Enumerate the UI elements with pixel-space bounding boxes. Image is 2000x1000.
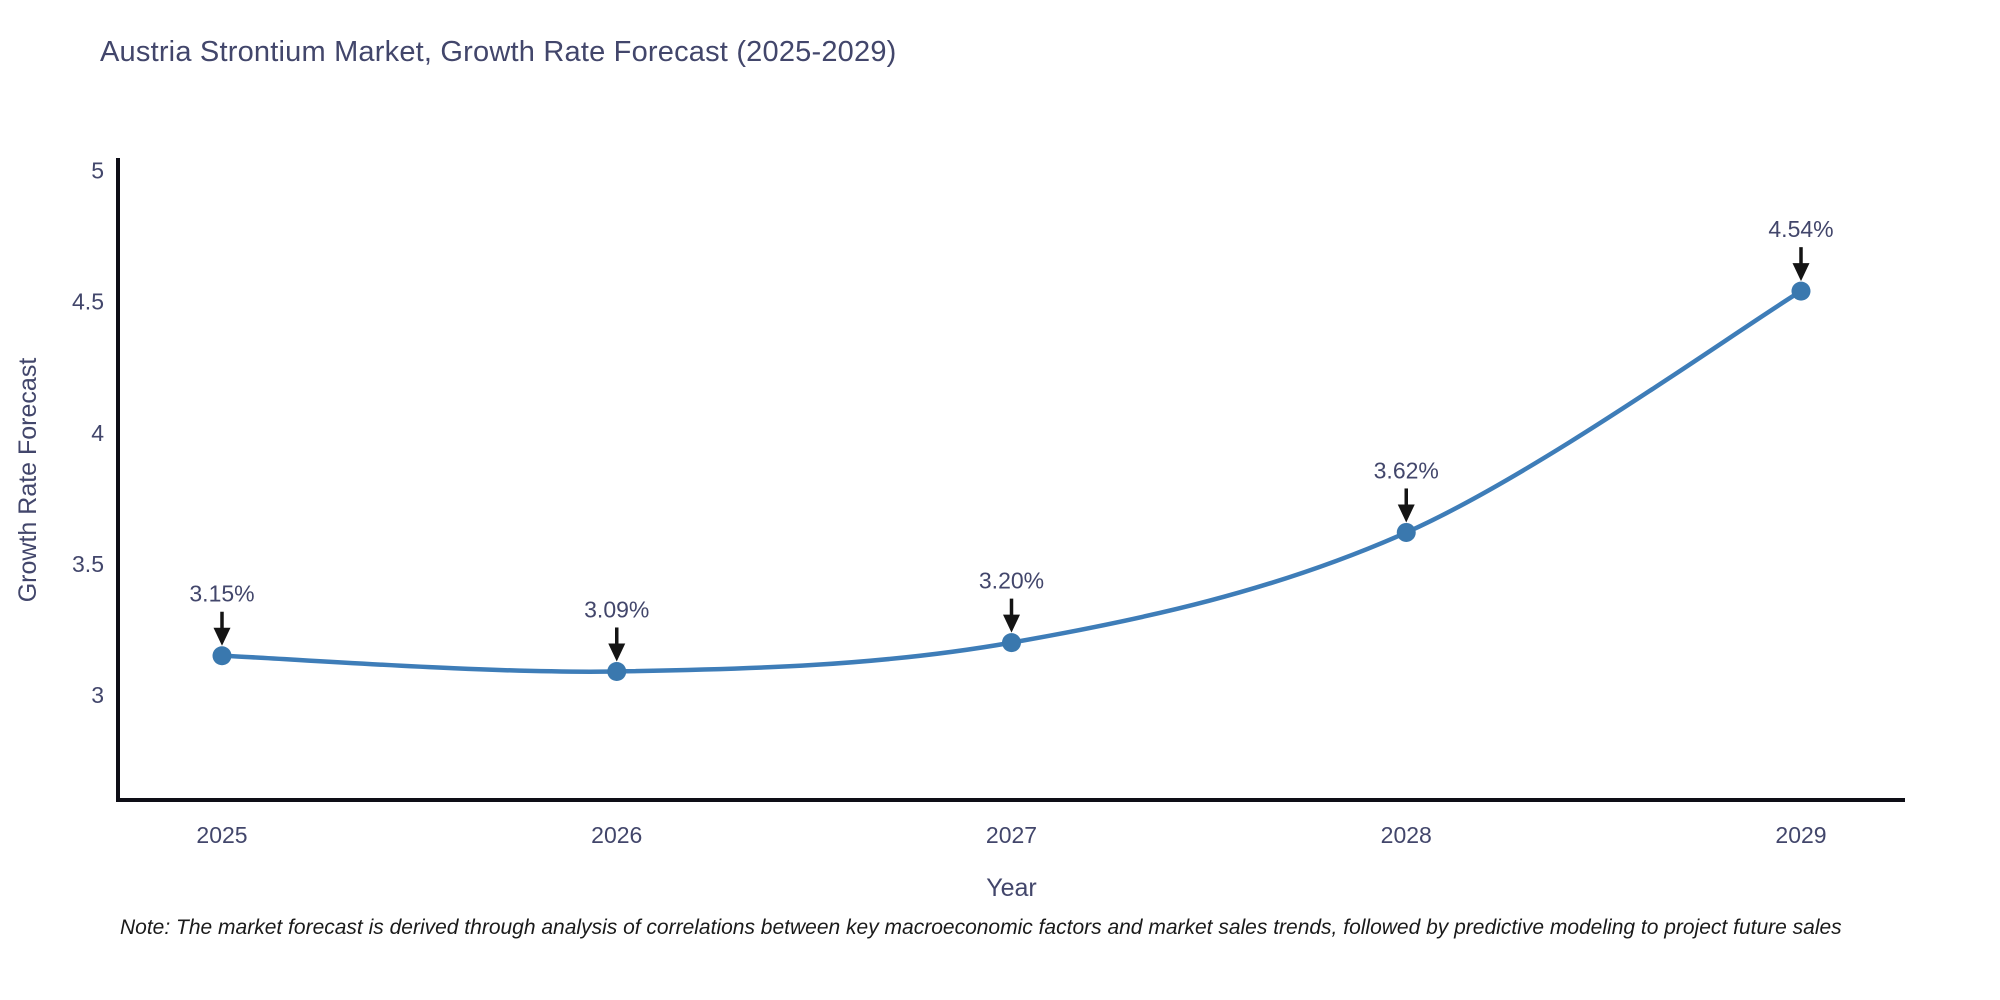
x-tick-label: 2027 [986,822,1037,848]
data-point-label: 3.15% [189,581,254,607]
forecast-line [219,288,1804,674]
y-tick-label: 4 [91,420,104,446]
data-point-marker[interactable] [607,661,627,681]
y-axis-title: Growth Rate Forecast [14,358,42,603]
chart-title: Austria Strontium Market, Growth Rate Fo… [100,36,897,68]
annotation-arrowhead-icon [1397,504,1415,523]
data-point-label: 3.20% [979,568,1044,594]
data-point-label: 3.62% [1374,457,1439,483]
data-point-label: 4.54% [1768,216,1833,242]
x-axis-title: Year [986,874,1037,902]
data-point-marker[interactable] [1002,633,1021,653]
y-tick-label: 4.5 [72,289,104,315]
data-point-marker[interactable] [212,646,232,666]
x-tick-label: 2029 [1775,822,1826,848]
y-tick-label: 5 [91,157,104,183]
annotation-arrowhead-icon [608,643,626,662]
data-point-label: 3.09% [584,596,649,622]
annotation-arrowhead-icon [1792,263,1810,282]
y-tick-label: 3.5 [72,551,104,577]
y-tick-label: 3 [91,682,104,708]
chart-footnote: Note: The market forecast is derived thr… [120,916,1842,939]
data-point-marker[interactable] [1791,281,1811,301]
x-tick-label: 2026 [591,822,642,848]
annotation-arrowhead-icon [213,627,231,646]
annotation-arrowhead-icon [1003,614,1020,633]
x-tick-label: 2028 [1381,822,1432,848]
data-point-marker[interactable] [1396,522,1416,542]
x-tick-label: 2025 [196,822,247,848]
